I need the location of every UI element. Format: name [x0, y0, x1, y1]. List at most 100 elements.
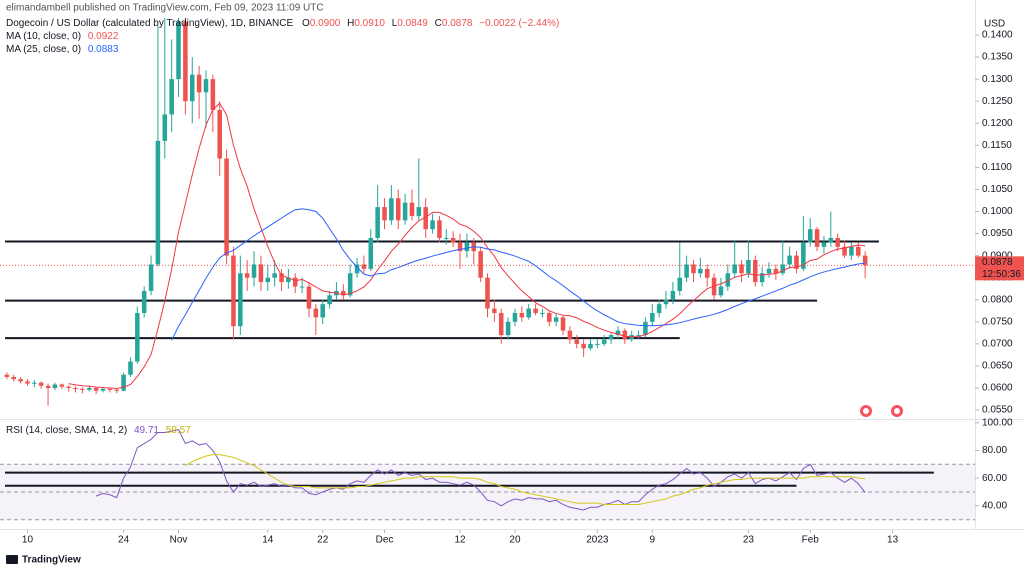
candle-body: [444, 237, 449, 239]
candle-body: [52, 384, 58, 388]
candle-body: [478, 251, 483, 278]
x-tick-label: 9: [650, 535, 656, 546]
ma25-legend: MA (25, close, 0) 0.0883: [6, 44, 119, 55]
candle-body: [25, 381, 30, 384]
candle-body: [670, 290, 676, 300]
candle-body: [725, 273, 731, 287]
candle-body: [93, 387, 99, 391]
candle-body: [663, 299, 669, 305]
candle-body: [457, 242, 463, 252]
candle-body: [780, 264, 786, 274]
candle-body: [183, 21, 188, 102]
event-icons[interactable]: [860, 405, 903, 417]
candle-body: [59, 384, 65, 387]
candle-body: [828, 237, 834, 243]
x-tick-label: 14: [262, 535, 274, 546]
last-price-label: 0.0878: [982, 257, 1013, 268]
y-tick-label: 0.1350: [982, 52, 1013, 63]
candle-body: [464, 242, 470, 252]
y-tick-label: 0.0800: [982, 294, 1013, 305]
candle-body: [519, 312, 525, 318]
candle-body: [862, 255, 868, 266]
candle-body: [320, 304, 325, 318]
candle-body: [656, 304, 662, 313]
x-tick-label: 10: [22, 535, 34, 546]
candle-body: [327, 295, 332, 305]
candle-body: [347, 273, 353, 296]
candle-body: [732, 264, 737, 274]
event-icon-inner: [894, 408, 900, 414]
legend-name: RSI (14, close, SMA, 14, 2): [6, 425, 127, 436]
candle-body: [581, 343, 586, 349]
candle-body: [560, 317, 566, 331]
candle-body: [615, 330, 621, 336]
legend-key: O: [302, 18, 310, 29]
axis-unit: USD: [984, 19, 1005, 30]
y-tick-label: 0.0550: [982, 405, 1013, 416]
candle-body: [100, 388, 106, 391]
candle-body: [368, 237, 374, 269]
candle-body: [389, 198, 394, 221]
candle-body: [601, 339, 607, 344]
candle-body: [636, 335, 641, 337]
candle-body: [498, 312, 504, 336]
candle-body: [608, 335, 614, 340]
candle-body: [814, 229, 820, 247]
legend-key: C: [435, 18, 442, 29]
candle-body: [292, 277, 298, 287]
axes: 0.0550 0.0600 0.0650 0.0700 0.0750 0.0800 0.08…: [22, 30, 1024, 546]
candle-body: [512, 312, 518, 322]
candle-body: [437, 220, 442, 238]
candle-body: [210, 79, 216, 111]
candle-body: [382, 207, 387, 221]
candle-body: [4, 374, 10, 377]
candle-body: [766, 268, 772, 274]
candle-body: [265, 277, 271, 283]
candle-body: [773, 268, 779, 274]
candle-body: [286, 277, 291, 283]
y-tick-label: 0.1400: [982, 30, 1013, 41]
candle-body: [526, 308, 531, 318]
candle-body: [155, 140, 161, 265]
candle-body: [430, 220, 435, 230]
brand-logo: [6, 555, 18, 564]
legend-value: 0.0849: [397, 18, 428, 29]
publisher: elimandambell published on TradingView.c…: [6, 3, 324, 14]
candle-body: [704, 268, 710, 278]
candle-body: [32, 382, 37, 384]
candle-body: [272, 273, 277, 278]
rsi-legend: RSI (14, close, SMA, 14, 2) 49.71 59.57: [6, 425, 191, 436]
candle-body: [86, 387, 92, 390]
candle-body: [677, 277, 683, 291]
candle-body: [18, 379, 23, 382]
x-tick-label: 22: [317, 535, 329, 546]
candle-body: [753, 260, 758, 283]
legend-value: 0.0900: [310, 18, 341, 29]
candle-body: [807, 229, 813, 243]
candle-body: [375, 207, 380, 238]
candle-body: [176, 21, 181, 80]
candle-body: [114, 389, 119, 391]
candle-body: [361, 264, 367, 269]
candle-body: [718, 286, 724, 296]
brand-name: TradingView: [22, 555, 81, 566]
candle-body: [423, 207, 428, 230]
ma10-legend: MA (10, close, 0) 0.0922: [6, 31, 119, 42]
legend-name: MA (10, close, 0): [6, 31, 81, 42]
candle-body: [341, 290, 346, 296]
candle-body: [746, 260, 751, 274]
candle-body: [698, 268, 703, 274]
candle-body: [135, 312, 140, 362]
moving-average: [68, 102, 866, 389]
x-tick-label: Feb: [802, 535, 820, 546]
price-pane: [0, 18, 975, 406]
candle-body: [821, 242, 827, 247]
candle-body: [313, 308, 319, 318]
event-icon-inner: [863, 408, 869, 414]
y-tick-label: 60.00: [982, 473, 1007, 484]
y-tick-label: 0.1050: [982, 184, 1013, 195]
candle-body: [492, 308, 497, 313]
candle-body: [533, 308, 538, 313]
y-tick-label: 0.1000: [982, 206, 1013, 217]
